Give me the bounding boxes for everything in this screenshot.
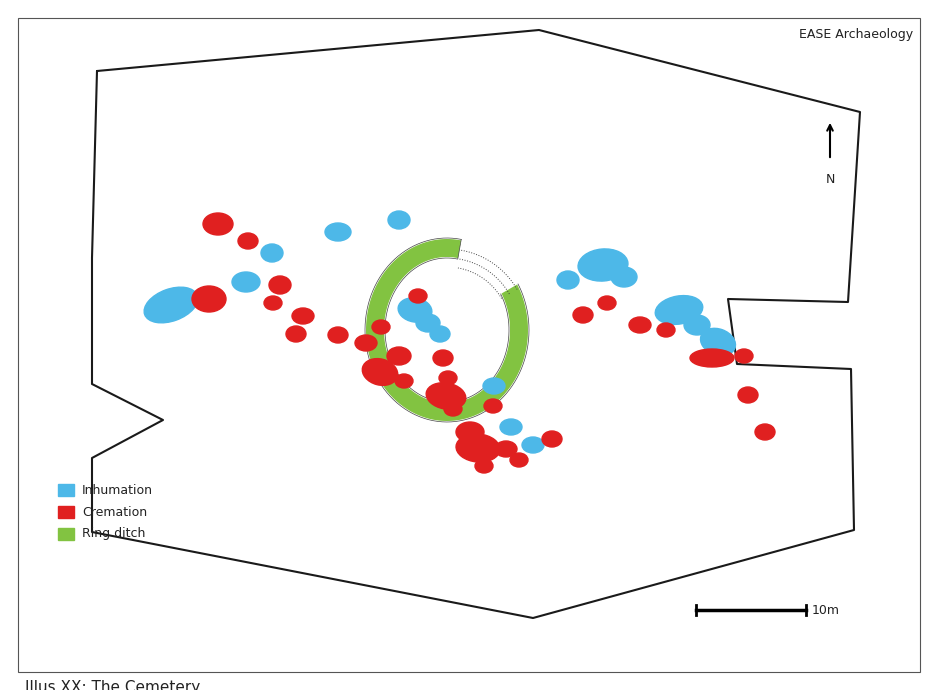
- Ellipse shape: [261, 244, 283, 262]
- Ellipse shape: [269, 276, 291, 294]
- Ellipse shape: [325, 223, 351, 241]
- Ellipse shape: [542, 431, 562, 447]
- Polygon shape: [366, 239, 528, 421]
- Ellipse shape: [362, 359, 398, 386]
- Ellipse shape: [690, 349, 734, 367]
- Ellipse shape: [755, 424, 775, 440]
- Text: 10m: 10m: [812, 604, 840, 616]
- Ellipse shape: [475, 459, 493, 473]
- Ellipse shape: [578, 249, 628, 281]
- Bar: [58, 484, 74, 496]
- Ellipse shape: [192, 286, 226, 312]
- Ellipse shape: [416, 314, 440, 332]
- Ellipse shape: [656, 295, 703, 324]
- Ellipse shape: [433, 350, 453, 366]
- Ellipse shape: [735, 349, 753, 363]
- Ellipse shape: [510, 453, 528, 467]
- Ellipse shape: [456, 434, 500, 462]
- Ellipse shape: [439, 371, 457, 385]
- Ellipse shape: [598, 296, 616, 310]
- Ellipse shape: [684, 315, 710, 335]
- Ellipse shape: [292, 308, 314, 324]
- Ellipse shape: [232, 272, 260, 292]
- Ellipse shape: [144, 287, 198, 323]
- Ellipse shape: [426, 383, 466, 409]
- Ellipse shape: [444, 402, 462, 416]
- Ellipse shape: [409, 289, 427, 303]
- Ellipse shape: [372, 320, 390, 334]
- Text: Ring ditch: Ring ditch: [82, 527, 145, 540]
- Ellipse shape: [387, 347, 411, 365]
- Ellipse shape: [657, 323, 675, 337]
- Ellipse shape: [484, 399, 502, 413]
- Text: Cremation: Cremation: [82, 506, 147, 518]
- Ellipse shape: [286, 326, 306, 342]
- Text: N: N: [825, 173, 835, 186]
- Bar: [58, 528, 74, 540]
- Ellipse shape: [456, 422, 484, 442]
- Ellipse shape: [388, 211, 410, 229]
- Text: Illus XX: The Cemetery: Illus XX: The Cemetery: [25, 680, 200, 690]
- Ellipse shape: [557, 271, 579, 289]
- Ellipse shape: [395, 374, 413, 388]
- Ellipse shape: [328, 327, 348, 343]
- Ellipse shape: [495, 441, 517, 457]
- Ellipse shape: [629, 317, 651, 333]
- Ellipse shape: [264, 296, 282, 310]
- Ellipse shape: [611, 267, 637, 287]
- Text: EASE Archaeology: EASE Archaeology: [799, 28, 913, 41]
- Ellipse shape: [483, 378, 505, 394]
- Ellipse shape: [398, 298, 431, 322]
- Bar: [58, 506, 74, 518]
- Text: Inhumation: Inhumation: [82, 484, 153, 497]
- Ellipse shape: [738, 387, 758, 403]
- Ellipse shape: [430, 326, 450, 342]
- Ellipse shape: [573, 307, 593, 323]
- Ellipse shape: [203, 213, 233, 235]
- Ellipse shape: [522, 437, 544, 453]
- Ellipse shape: [238, 233, 258, 249]
- Ellipse shape: [701, 328, 735, 355]
- Ellipse shape: [500, 419, 522, 435]
- Ellipse shape: [355, 335, 377, 351]
